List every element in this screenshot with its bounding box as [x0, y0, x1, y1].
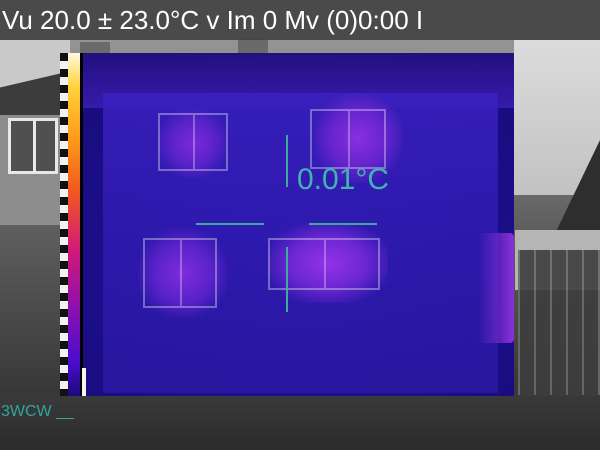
thermal-window-lower-center — [268, 238, 380, 290]
temperature-scale-bar — [68, 53, 80, 396]
hotspot-upper-left — [158, 108, 228, 178]
chimney-left — [80, 42, 110, 56]
thermal-window-upper-left — [158, 113, 228, 171]
mode-label: 3WCW __ — [1, 403, 74, 420]
crosshair-bottom — [286, 247, 288, 312]
thermal-window-lower-left — [143, 238, 217, 308]
header-status-bar: Vu 20.0 ± 23.0°C v Im 0 Mv (0)0:00 I — [0, 0, 600, 40]
crosshair-top — [286, 135, 288, 187]
thermal-image — [83, 53, 514, 396]
sky-right — [514, 40, 600, 195]
crosshair-left — [196, 223, 264, 225]
neighbor-window-left — [8, 118, 58, 174]
thermal-window-upper-right — [310, 109, 386, 169]
status-text: Vu 20.0 ± 23.0°C v Im 0 Mv (0)0:00 I — [2, 5, 424, 35]
hotspot-right-edge — [478, 233, 514, 343]
spot-temperature-readout: 0.01°C — [297, 163, 390, 196]
hotspot-lower-left — [138, 228, 228, 318]
hotspot-upper-right — [313, 93, 403, 183]
hotspot-lower-center — [268, 223, 388, 303]
scale-ticks — [60, 53, 68, 396]
greenhouse — [518, 250, 600, 400]
chimney-right — [238, 38, 268, 56]
scale-level-cursor[interactable] — [82, 368, 86, 396]
ground — [0, 395, 600, 450]
crosshair-right — [309, 223, 377, 225]
scale-edge — [80, 53, 83, 396]
